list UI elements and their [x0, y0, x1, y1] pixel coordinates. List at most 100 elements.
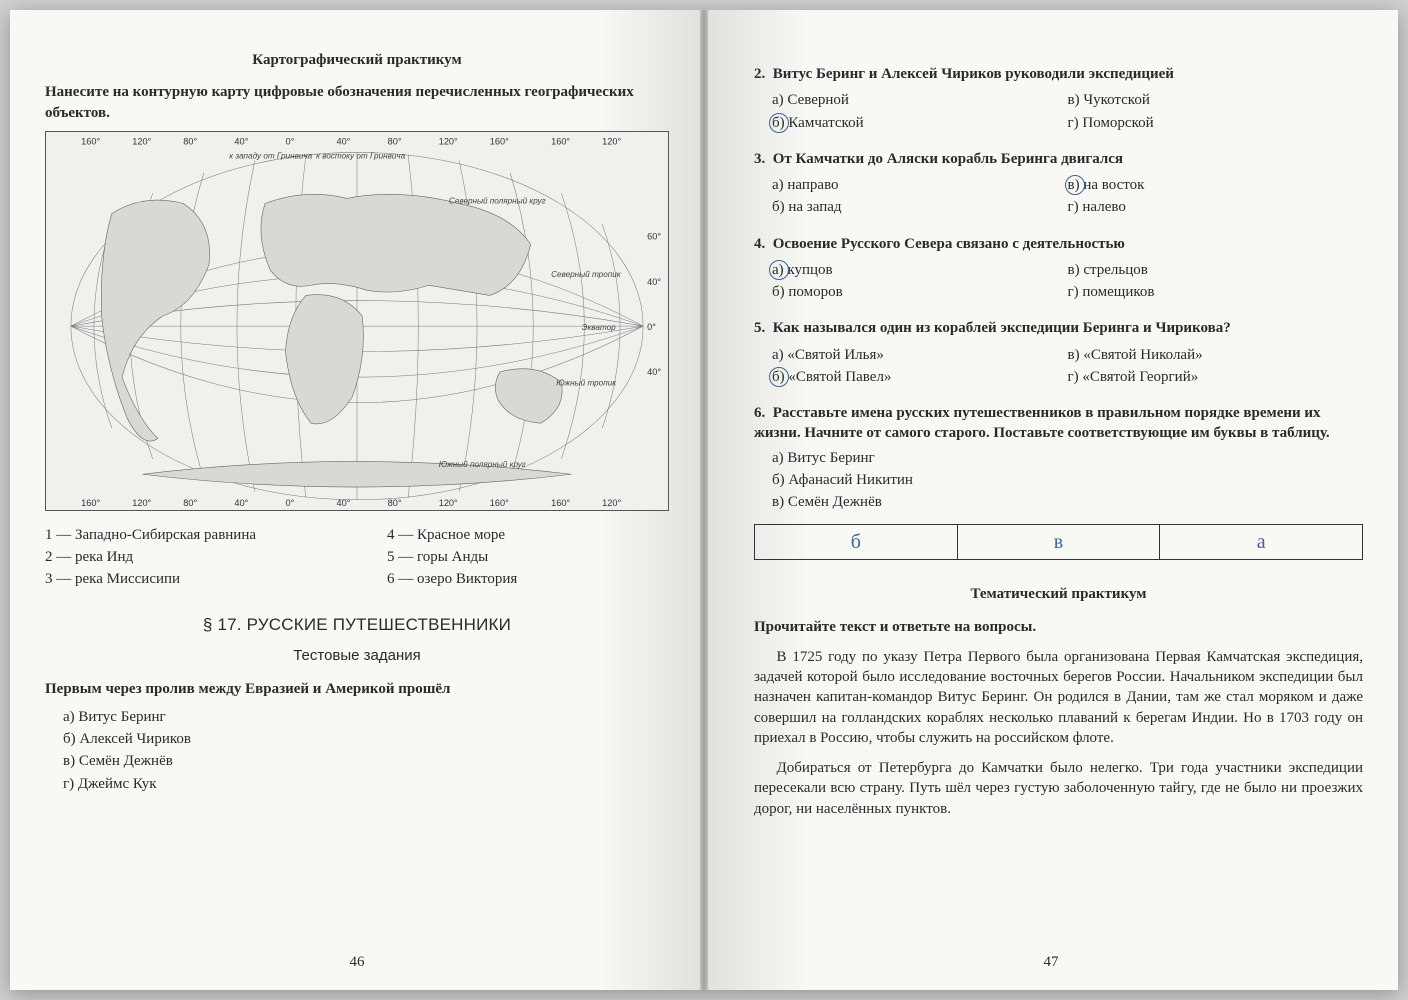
page-right: 2. Витус Беринг и Алексей Чириков руково… [704, 10, 1398, 990]
q1-opt-b: б) Алексей Чириков [63, 729, 669, 749]
q3-opt-d: г) налево [1068, 197, 1364, 217]
q1-opt-d: г) Джеймс Кук [63, 774, 669, 794]
q4-num: 4. [754, 236, 765, 252]
lat-label: 40° [647, 277, 661, 287]
q5-opt-a: а) «Святой Илья» [772, 345, 1068, 365]
q6-num: 6. [754, 405, 765, 421]
test-tasks-subtitle: Тестовые задания [45, 646, 669, 666]
q4-opt-a: а) купцов [772, 260, 1068, 280]
lon-label: 0° [285, 498, 294, 508]
lon-label: 80° [388, 498, 402, 508]
q5-num: 5. [754, 320, 765, 336]
lon-label: 160° [490, 498, 509, 508]
q3-text: От Камчатки до Аляски корабль Беринга дв… [773, 151, 1123, 167]
lon-label: 120° [439, 136, 458, 146]
q4-opt-d: г) помещиков [1068, 282, 1364, 302]
lon-label: 120° [132, 136, 151, 146]
lat-label: 0° [647, 322, 656, 332]
q6-opt-b: б) Афанасий Никитин [772, 470, 1363, 490]
q6-answer-1: б [755, 525, 958, 559]
body-paragraph-2: Добираться от Петербурга до Камчатки был… [754, 758, 1363, 819]
eurasia [261, 194, 531, 295]
lat-label: 60° [647, 231, 661, 241]
q4-text: Освоение Русского Севера связано с деяте… [773, 236, 1125, 252]
body-paragraph-1: В 1725 году по указу Петра Первого была … [754, 647, 1363, 748]
legend-item: 4 — Красное море [387, 525, 669, 545]
lon-label: 80° [183, 498, 197, 508]
lon-label: 80° [183, 136, 197, 146]
contour-map: 160° 120° 80° 40° 0° 40° 80° 120° 160° 1… [45, 131, 669, 511]
q6-text: Расставьте имена русских путешественнико… [754, 405, 1330, 441]
page-left: Картографический практикум Нанесите на к… [10, 10, 704, 990]
q4: 4. Освоение Русского Севера связано с де… [754, 234, 1363, 305]
map-label-east: к востоку от Гринвича [316, 151, 405, 160]
q3-opt-b: б) на запад [772, 197, 1068, 217]
lon-label: 160° [81, 136, 100, 146]
legend-item: 3 — река Миссисипи [45, 569, 327, 589]
q3-opt-a: а) направо [772, 175, 1068, 195]
americas [101, 200, 209, 441]
lon-label: 160° [490, 136, 509, 146]
section-17-title: § 17. РУССКИЕ ПУТЕШЕСТВЕННИКИ [45, 614, 669, 637]
q1-opt-a: а) Витус Беринг [63, 707, 669, 727]
africa [285, 294, 363, 423]
q2-text: Витус Беринг и Алексей Чириков руководил… [773, 66, 1174, 82]
map-label-antarctic: Южный полярный круг [439, 460, 526, 469]
map-label-tropic-s: Южный тропик [556, 378, 617, 387]
q6-opt-c: в) Семён Дежнёв [772, 492, 1363, 512]
legend-item: 1 — Западно-Сибирская равнина [45, 525, 327, 545]
q6-answer-2: в [958, 525, 1161, 559]
lon-label: 40° [234, 136, 248, 146]
legend-item: 2 — река Инд [45, 547, 327, 567]
legend-item: 6 — озеро Виктория [387, 569, 669, 589]
q2-opt-d: г) Поморской [1068, 113, 1364, 133]
world-map-svg: 160° 120° 80° 40° 0° 40° 80° 120° 160° 1… [46, 132, 668, 510]
lon-label: 160° [551, 136, 570, 146]
q6-answer-3: а [1160, 525, 1362, 559]
lon-label: 120° [602, 498, 621, 508]
q3: 3. От Камчатки до Аляски корабль Беринга… [754, 149, 1363, 220]
map-label-equator: Экватор [582, 323, 616, 332]
q2-opt-a: а) Северной [772, 90, 1068, 110]
lon-label: 80° [388, 136, 402, 146]
map-legend: 1 — Западно-Сибирская равнина 2 — река И… [45, 523, 669, 592]
lon-label: 40° [234, 498, 248, 508]
q4-opt-b: б) поморов [772, 282, 1068, 302]
lon-label: 120° [439, 498, 458, 508]
q5: 5. Как назывался один из кораблей экспед… [754, 318, 1363, 389]
q2-opt-c: в) Чукотской [1068, 90, 1364, 110]
carto-task: Нанесите на контурную карту цифровые обо… [45, 82, 669, 123]
q5-text: Как назывался один из кораблей экспедици… [773, 320, 1231, 336]
page-number-left: 46 [350, 952, 365, 972]
lon-label: 40° [337, 498, 351, 508]
q2-opt-b: б) Камчатской [772, 113, 1068, 133]
q2: 2. Витус Беринг и Алексей Чириков руково… [754, 64, 1363, 135]
read-text-task: Прочитайте текст и ответьте на вопросы. [754, 617, 1363, 637]
lon-label: 120° [602, 136, 621, 146]
thematic-heading: Тематический практикум [754, 584, 1363, 604]
book-spine [700, 10, 708, 990]
lon-label: 40° [337, 136, 351, 146]
lon-label: 0° [285, 136, 294, 146]
page-number-right: 47 [1044, 952, 1059, 972]
lon-label: 160° [81, 498, 100, 508]
q6: 6. Расставьте имена русских путешественн… [754, 403, 1363, 512]
q5-opt-d: г) «Святой Георгий» [1068, 367, 1364, 387]
q5-opt-c: в) «Святой Николай» [1068, 345, 1364, 365]
q1-opt-c: в) Семён Дежнёв [63, 751, 669, 771]
map-label-arctic: Северный полярный круг [449, 196, 546, 205]
q5-opt-b: б) «Святой Павел» [772, 367, 1068, 387]
australia [495, 368, 562, 422]
legend-item: 5 — горы Анды [387, 547, 669, 567]
carto-heading: Картографический практикум [45, 50, 669, 70]
q3-num: 3. [754, 151, 765, 167]
workbook-spread: Картографический практикум Нанесите на к… [10, 10, 1398, 990]
q6-answer-table: б в а [754, 524, 1363, 560]
map-label-tropic-n: Северный тропик [551, 270, 622, 279]
q6-opt-a: а) Витус Беринг [772, 448, 1363, 468]
lat-label: 40° [647, 367, 661, 377]
lon-label: 160° [551, 498, 570, 508]
q1-text: Первым через пролив между Евразией и Аме… [45, 679, 669, 699]
q3-opt-c: в) на восток [1068, 175, 1364, 195]
map-label-west: к западу от Гринвича [229, 151, 312, 160]
